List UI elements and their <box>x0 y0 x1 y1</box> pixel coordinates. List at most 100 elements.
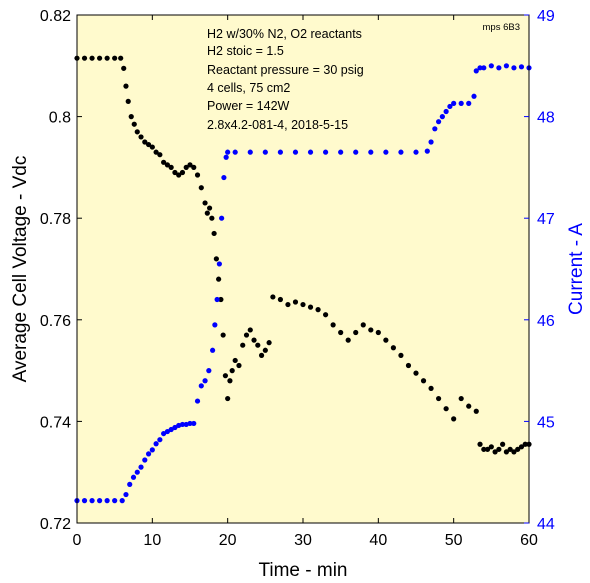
voltage-point <box>89 55 95 61</box>
voltage-point <box>262 347 268 353</box>
current-point <box>471 93 477 99</box>
current-point <box>413 149 419 155</box>
voltage-point <box>420 378 427 384</box>
current-point <box>432 126 438 132</box>
annotation-line: H2 w/30% N2, O2 reactants <box>207 27 362 41</box>
voltage-point <box>134 129 140 135</box>
current-point <box>210 347 216 353</box>
right-tick-label: 46 <box>537 313 555 330</box>
voltage-point <box>266 340 272 346</box>
current-point <box>383 149 389 155</box>
voltage-point <box>436 395 442 402</box>
voltage-point <box>375 329 381 336</box>
voltage-point <box>247 327 253 333</box>
current-point <box>496 65 502 71</box>
voltage-point <box>172 169 178 176</box>
voltage-point <box>149 144 155 150</box>
current-point <box>458 100 464 106</box>
voltage-point <box>258 352 265 358</box>
current-point <box>428 139 434 145</box>
current-point <box>262 149 268 155</box>
x-tick-label: 60 <box>520 532 538 549</box>
current-point <box>194 398 201 404</box>
voltage-point <box>458 395 464 402</box>
voltage-point <box>251 337 257 343</box>
voltage-point <box>330 322 336 328</box>
current-point <box>191 420 197 427</box>
current-point <box>223 154 229 160</box>
voltage-point <box>153 149 159 155</box>
x-tick-label: 0 <box>73 532 82 549</box>
voltage-point <box>229 368 235 374</box>
current-point <box>202 378 208 384</box>
current-point <box>277 149 283 155</box>
current-point <box>439 114 445 120</box>
voltage-point <box>413 370 419 376</box>
current-point <box>97 498 103 504</box>
voltage-point <box>123 83 129 89</box>
voltage-point <box>360 322 366 328</box>
voltage-point <box>451 416 457 422</box>
voltage-point <box>81 55 88 61</box>
current-point <box>436 119 442 125</box>
right-tick-label: 48 <box>537 110 555 127</box>
current-point <box>134 469 140 475</box>
voltage-point <box>255 342 261 348</box>
current-point <box>368 149 374 155</box>
current-point <box>221 174 227 181</box>
left-tick-label: 0.74 <box>40 414 71 431</box>
voltage-point <box>145 141 152 148</box>
corner-label: mps 6B3 <box>483 22 521 33</box>
voltage-point <box>176 172 182 178</box>
voltage-point <box>164 162 170 168</box>
voltage-point <box>345 337 351 343</box>
current-series <box>74 63 532 504</box>
left-axis-ticks: 0.72 0.74 0.76 0.78 0.8 0.82 <box>40 8 82 533</box>
voltage-point <box>187 162 193 168</box>
voltage-point <box>300 301 306 308</box>
current-point <box>89 498 95 504</box>
voltage-series <box>74 55 532 455</box>
current-point <box>179 421 186 428</box>
annotation-line: 4 cells, 75 cm2 <box>207 81 290 95</box>
current-point <box>307 149 314 155</box>
current-point <box>138 464 144 470</box>
x-tick-label: 40 <box>369 532 387 549</box>
voltage-point <box>194 172 201 178</box>
current-point <box>292 149 299 155</box>
voltage-point <box>213 256 219 262</box>
voltage-point <box>428 385 434 391</box>
voltage-point <box>292 299 299 305</box>
current-point <box>451 100 457 106</box>
current-point <box>216 261 222 267</box>
voltage-point <box>484 446 491 452</box>
current-point <box>511 65 517 71</box>
voltage-point <box>202 200 208 206</box>
current-point <box>466 100 472 106</box>
right-tick-label: 47 <box>537 211 555 228</box>
voltage-point <box>390 345 396 351</box>
voltage-point <box>225 395 231 402</box>
current-point <box>104 498 110 504</box>
voltage-point <box>161 159 167 165</box>
right-tick-label: 44 <box>537 516 555 533</box>
voltage-point <box>383 337 389 343</box>
voltage-point <box>522 441 528 447</box>
current-point <box>232 149 238 155</box>
left-tick-label: 0.76 <box>40 313 71 330</box>
current-point <box>481 65 487 71</box>
current-point <box>187 420 193 427</box>
voltage-point <box>277 296 283 303</box>
right-tick-label: 49 <box>537 8 555 25</box>
current-point <box>149 447 155 453</box>
left-axis-label: Average Cell Voltage - Vdc <box>10 156 31 383</box>
voltage-point <box>211 230 217 237</box>
plot-area <box>77 15 529 523</box>
voltage-point <box>138 134 144 140</box>
current-point <box>424 148 430 154</box>
annotation-line: Power = 142W <box>207 99 290 113</box>
voltage-point <box>243 332 250 338</box>
voltage-point <box>481 446 487 452</box>
x-tick-label: 10 <box>143 532 161 549</box>
